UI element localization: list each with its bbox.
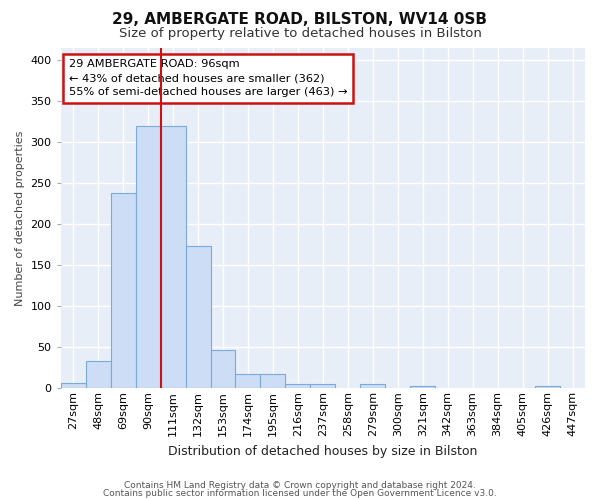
- Bar: [260, 374, 286, 388]
- Bar: [86, 361, 110, 388]
- Bar: [310, 384, 335, 388]
- Bar: [410, 386, 435, 388]
- Bar: [361, 384, 385, 388]
- Bar: [161, 126, 185, 388]
- Y-axis label: Number of detached properties: Number of detached properties: [15, 130, 25, 306]
- Bar: [61, 382, 86, 388]
- Text: Contains HM Land Registry data © Crown copyright and database right 2024.: Contains HM Land Registry data © Crown c…: [124, 481, 476, 490]
- Bar: [185, 246, 211, 388]
- Bar: [110, 193, 136, 388]
- Bar: [136, 126, 161, 388]
- Bar: [235, 374, 260, 388]
- Bar: [211, 350, 235, 389]
- Text: Contains public sector information licensed under the Open Government Licence v3: Contains public sector information licen…: [103, 488, 497, 498]
- Text: 29 AMBERGATE ROAD: 96sqm
← 43% of detached houses are smaller (362)
55% of semi-: 29 AMBERGATE ROAD: 96sqm ← 43% of detach…: [68, 60, 347, 98]
- X-axis label: Distribution of detached houses by size in Bilston: Distribution of detached houses by size …: [168, 444, 478, 458]
- Bar: [535, 386, 560, 388]
- Bar: [286, 384, 310, 388]
- Text: 29, AMBERGATE ROAD, BILSTON, WV14 0SB: 29, AMBERGATE ROAD, BILSTON, WV14 0SB: [113, 12, 487, 28]
- Text: Size of property relative to detached houses in Bilston: Size of property relative to detached ho…: [119, 28, 481, 40]
